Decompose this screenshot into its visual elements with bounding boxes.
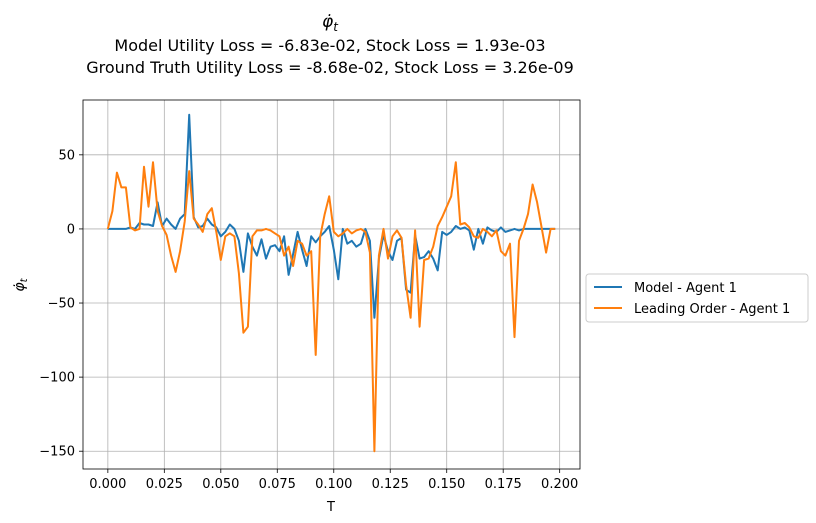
- chart-title-symbol: φ̇t: [322, 12, 339, 34]
- plot-frame: [82, 99, 581, 470]
- legend-box: [585, 273, 809, 323]
- series-line-leading-order-agent-1: [106, 161, 556, 453]
- x-tick-label: 0.125: [372, 477, 409, 492]
- x-tick-label: 0.000: [89, 477, 126, 492]
- title-symbol: φ̇: [322, 12, 334, 32]
- y-axis-label-symbol: φ̇: [12, 282, 28, 292]
- legend-label-leading-order: Leading Order - Agent 1: [634, 302, 790, 317]
- y-axis-label-sub: t: [19, 277, 30, 282]
- x-tick-label: 0.075: [259, 477, 296, 492]
- y-tick-label: 50: [58, 148, 75, 163]
- x-tick-label: 0.025: [146, 477, 183, 492]
- y-tick-label: −100: [39, 371, 75, 386]
- y-tick-label: 0: [67, 222, 75, 237]
- chart-title-line-3: Ground Truth Utility Loss = -8.68e-02, S…: [86, 58, 574, 77]
- chart-title-line-2: Model Utility Loss = -6.83e-02, Stock Lo…: [114, 36, 545, 55]
- legend-label-model: Model - Agent 1: [634, 281, 737, 296]
- x-tick-label: 0.100: [315, 477, 352, 492]
- y-tick-label: −150: [39, 445, 75, 460]
- x-tick-label: 0.175: [485, 477, 522, 492]
- x-axis-label: T: [326, 500, 335, 515]
- y-tick-label: −50: [48, 297, 75, 312]
- legend: Model - Agent 1 Leading Order - Agent 1: [585, 273, 809, 323]
- grid-lines: [83, 100, 580, 469]
- y-axis-label: φ̇t: [12, 277, 30, 291]
- x-tick-label: 0.150: [428, 477, 465, 492]
- title-symbol-sub: t: [333, 20, 339, 34]
- series-layer: [106, 113, 556, 453]
- x-tick-label: 0.200: [541, 477, 578, 492]
- series-line-model-agent-1: [107, 113, 556, 319]
- y-axis-ticks: −150 −100 −50 0 50: [39, 148, 83, 460]
- x-axis-ticks: 0.000 0.025 0.050 0.075 0.100 0.125 0.150 0.175…: [89, 469, 578, 492]
- x-tick-label: 0.050: [202, 477, 239, 492]
